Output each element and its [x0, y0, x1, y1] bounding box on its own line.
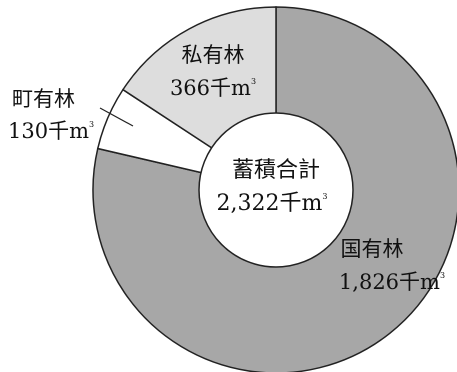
slice-value-town-forest-unit: 千m: [48, 119, 89, 143]
slice-value-national-forest-sup: 3: [440, 271, 445, 280]
leader-line-town-forest: [99, 107, 134, 127]
slice-value-national-forest: 1,826千m3: [339, 270, 445, 294]
slice-value-private-forest-sup: 3: [251, 77, 256, 86]
slice-value-town-forest-num: 130: [8, 119, 48, 143]
slice-value-town-forest-sup: 3: [89, 120, 94, 129]
center-total: 2,322千m3: [217, 191, 328, 216]
center-title: 蓄積合計: [232, 158, 320, 183]
slice-value-private-forest-num: 366: [170, 76, 210, 100]
center-total-unit-sup: 3: [322, 192, 327, 201]
center-total-unit: 千m: [280, 191, 323, 216]
donut-hole: [198, 112, 354, 268]
slice-label-national-forest: 国有林: [341, 237, 404, 261]
center-total-value: 2,322: [217, 191, 280, 216]
slice-label-private-forest: 私有林: [182, 43, 245, 67]
slice-value-national-forest-unit: 千m: [399, 270, 440, 294]
slice-national-forest: [92, 6, 457, 372]
slice-value-national-forest-num: 1,826: [339, 270, 399, 294]
slice-label-town-forest: 町有林: [12, 87, 75, 111]
slice-value-town-forest: 130千m3: [8, 119, 94, 143]
slice-value-private-forest-unit: 千m: [210, 76, 251, 100]
slice-value-private-forest: 366千m3: [170, 76, 256, 100]
